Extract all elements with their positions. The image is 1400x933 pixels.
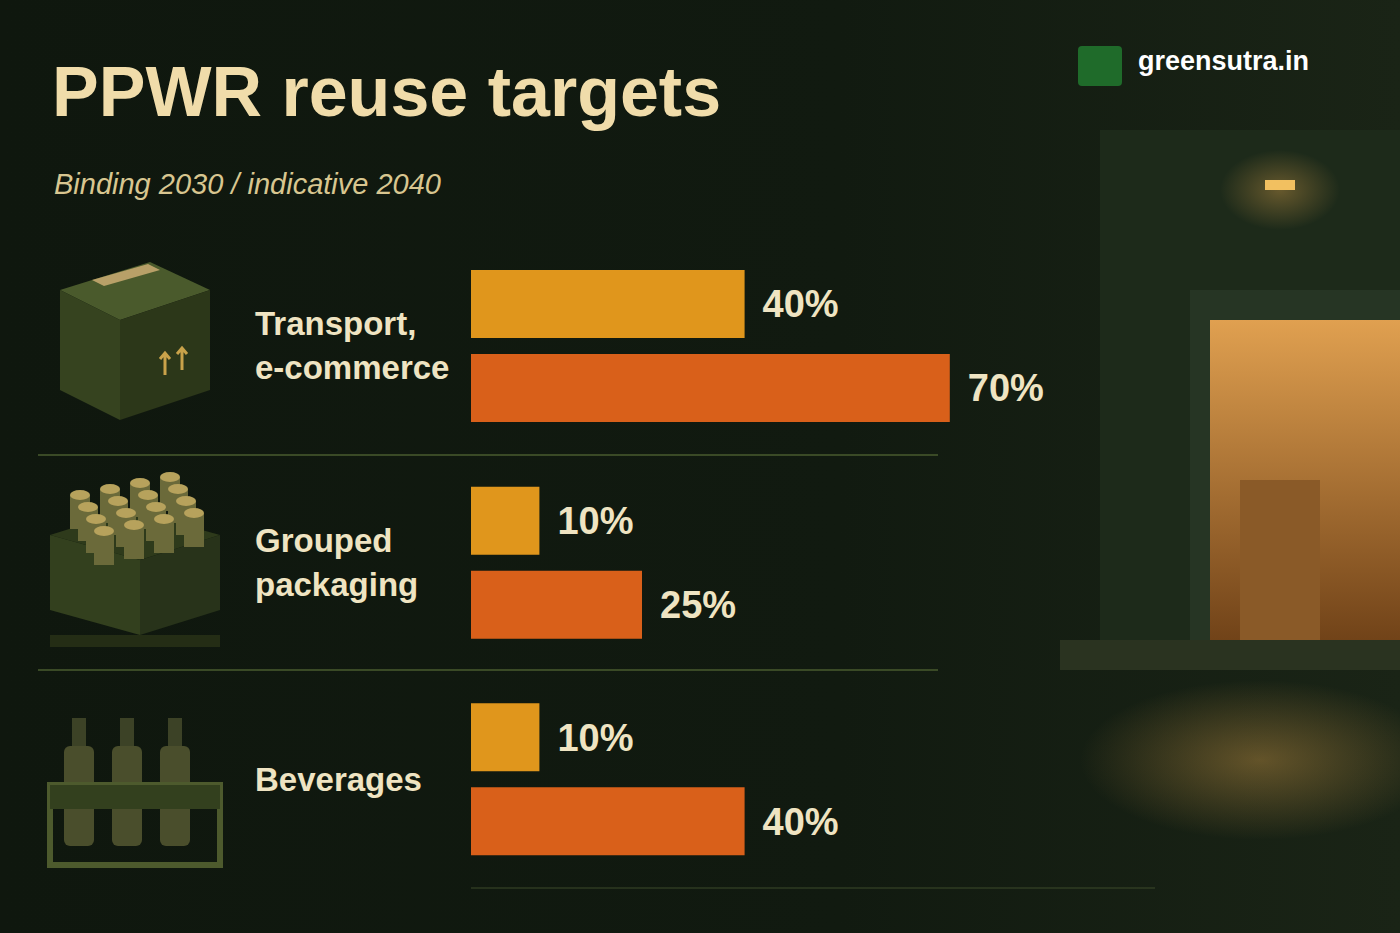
svg-text:10%: 10% xyxy=(557,500,633,542)
svg-text:70%: 70% xyxy=(968,367,1044,409)
html-text:PPWR reuse targets: PPWR reuse targets xyxy=(52,53,722,131)
svg-text:25%: 25% xyxy=(660,584,736,626)
svg-text:Groupedpackaging: Groupedpackaging xyxy=(255,522,418,603)
svg-text:Transport,e-commerce: Transport,e-commerce xyxy=(255,305,449,386)
svg-text:10%: 10% xyxy=(557,717,633,759)
svg-text:40%: 40% xyxy=(763,801,839,843)
svg-text:40%: 40% xyxy=(763,283,839,325)
html-text:Binding 2030 / indicative 2040: Binding 2030 / indicative 2040 xyxy=(54,168,441,200)
svg-text:Beverages: Beverages xyxy=(255,761,422,798)
html-text:greensutra.in: greensutra.in xyxy=(1138,46,1309,76)
